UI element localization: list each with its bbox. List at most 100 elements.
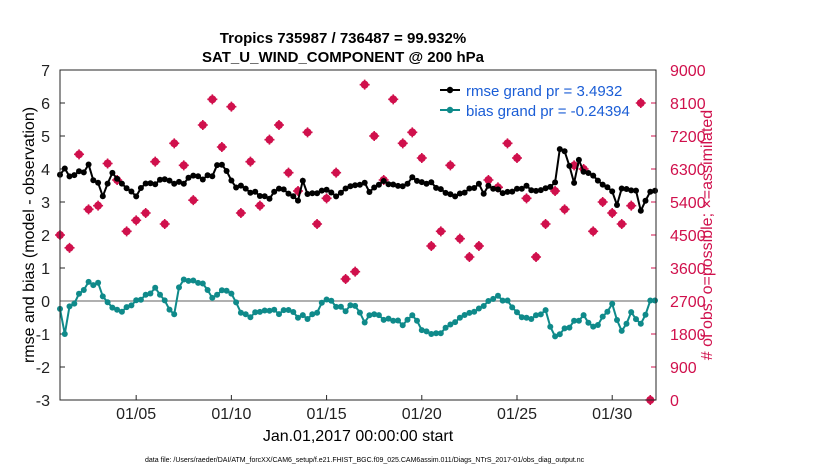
- obs-point-cross: [93, 200, 104, 211]
- rmse-point: [433, 184, 440, 191]
- rmse-point: [295, 197, 301, 204]
- rmse-point: [337, 189, 344, 196]
- right-tick-label: 2700: [670, 294, 706, 311]
- right-tick-label: 3600: [670, 261, 706, 278]
- rmse-point: [280, 186, 287, 193]
- bias-point: [233, 299, 240, 306]
- rmse-point: [547, 183, 554, 190]
- obs-point: [540, 219, 551, 229]
- obs-point: [521, 193, 532, 204]
- obs-series: [55, 79, 656, 405]
- x-tick-label: 01/30: [592, 406, 632, 423]
- rmse-point: [623, 186, 630, 192]
- obs-point: [254, 200, 265, 211]
- obs-point: [369, 131, 380, 141]
- obs-point-cross: [359, 79, 370, 90]
- obs-point: [235, 208, 246, 218]
- obs-point: [321, 193, 332, 204]
- rmse-point: [395, 182, 401, 189]
- rmse-point: [85, 161, 92, 168]
- rmse-point: [204, 172, 211, 179]
- obs-point-cross: [312, 219, 323, 229]
- bias-point: [247, 314, 254, 321]
- obs-point-cross: [331, 167, 342, 178]
- bias-point: [223, 287, 230, 294]
- bias-point: [599, 313, 606, 320]
- bias-point: [76, 290, 82, 297]
- obs-point: [426, 241, 437, 251]
- obs-point-cross: [64, 242, 75, 253]
- rmse-point: [309, 190, 316, 197]
- legend-bias-marker: [446, 106, 454, 114]
- rmse-point: [437, 186, 444, 193]
- bias-point: [618, 327, 625, 334]
- rmse-point: [599, 181, 606, 188]
- rmse-point: [95, 179, 102, 186]
- bias-point: [428, 331, 435, 337]
- bias-point: [652, 297, 658, 304]
- bias-point: [204, 287, 211, 293]
- rmse-point: [509, 188, 516, 195]
- rmse-point: [580, 168, 587, 175]
- bias-point: [433, 330, 440, 337]
- obs-point: [102, 158, 113, 169]
- bias-point: [228, 290, 235, 297]
- x-tick-label: 01/05: [116, 406, 156, 423]
- bias-point: [533, 312, 539, 319]
- obs-point-cross: [178, 160, 189, 171]
- x-tick-label: 01/25: [497, 406, 537, 423]
- obs-point: [273, 120, 284, 130]
- rmse-point: [552, 179, 559, 186]
- y-axis-label-left: rmse and bias (model - observation): [21, 107, 38, 363]
- obs-point: [616, 219, 627, 229]
- obs-point: [188, 195, 199, 206]
- rmse-point: [199, 176, 206, 183]
- obs-point: [131, 215, 142, 226]
- bias-point: [528, 316, 535, 322]
- bias-point: [647, 297, 654, 304]
- bias-point: [518, 314, 525, 321]
- obs-point: [607, 208, 618, 218]
- rmse-point: [285, 190, 292, 197]
- bias-point: [475, 305, 482, 312]
- rmse-point: [356, 181, 363, 188]
- obs-point: [550, 186, 561, 196]
- obs-point-cross: [350, 266, 361, 277]
- obs-point-cross: [540, 219, 551, 229]
- bias-point: [594, 322, 601, 328]
- bias-point: [104, 299, 111, 306]
- bias-point: [633, 316, 639, 323]
- obs-point: [312, 219, 323, 229]
- obs-point: [159, 219, 170, 229]
- data-file-footer: data file: /Users/raeder/DAI/ATM_forcXX/…: [145, 457, 585, 464]
- bias-point: [299, 312, 306, 319]
- right-tick-label: 7200: [670, 129, 706, 146]
- bias-point: [237, 309, 244, 316]
- bias-point: [304, 316, 311, 322]
- obs-point-cross: [407, 127, 418, 138]
- bias-point: [447, 321, 454, 328]
- bias-point: [380, 316, 387, 323]
- bias-point: [85, 278, 92, 285]
- obs-point: [121, 226, 132, 237]
- bias-point: [485, 298, 492, 304]
- bias-point: [628, 309, 635, 316]
- rmse-point: [118, 180, 125, 187]
- rmse-point: [328, 189, 335, 196]
- bias-point: [66, 303, 73, 310]
- rmse-point: [76, 168, 82, 175]
- rmse-point: [166, 177, 173, 184]
- rmse-point: [347, 183, 354, 190]
- obs-point: [597, 197, 608, 207]
- rmse-point: [585, 170, 592, 176]
- x-tick-label: 01/20: [402, 406, 442, 423]
- rmse-point: [366, 189, 373, 195]
- rmse-point: [504, 188, 511, 195]
- rmse-point: [414, 177, 420, 184]
- legend: rmse grand pr = 3.4932 bias grand pr = -…: [440, 83, 630, 120]
- rmse-point: [514, 185, 520, 192]
- bias-point: [123, 304, 130, 311]
- rmse-point: [399, 183, 406, 190]
- obs-point: [302, 127, 313, 138]
- left-tick-label: 6: [41, 96, 50, 113]
